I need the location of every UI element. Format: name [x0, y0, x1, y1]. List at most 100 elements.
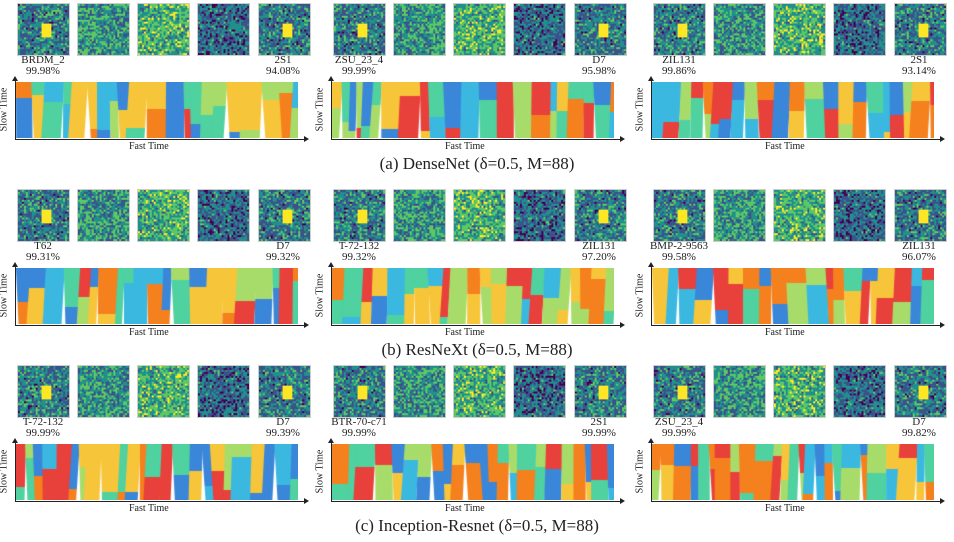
y-axis	[12, 262, 18, 326]
x-axis-label: Fast Time	[445, 503, 485, 514]
sar-image-thumbnail	[833, 3, 886, 56]
x-axis	[331, 136, 625, 142]
x-axis	[15, 498, 309, 504]
x-axis-label: Fast Time	[765, 141, 805, 152]
phase-heatmap	[332, 444, 614, 500]
y-axis	[328, 438, 334, 502]
x-axis	[651, 136, 945, 142]
y-axis-label: Slow Time	[314, 449, 326, 494]
confidence-value: 99.99%	[342, 427, 376, 439]
x-axis-label: Fast Time	[445, 327, 485, 338]
sar-image-thumbnail	[258, 3, 311, 56]
confidence-value: 99.58%	[662, 251, 696, 263]
x-axis-label: Fast Time	[129, 327, 169, 338]
sar-image-thumbnail	[333, 365, 386, 418]
phase-heatmap	[332, 82, 614, 138]
sar-image-thumbnail	[713, 3, 766, 56]
sar-image-thumbnail	[713, 365, 766, 418]
sar-image-thumbnail	[77, 365, 130, 418]
confidence-value: 99.98%	[26, 65, 60, 77]
phase-heatmap	[16, 444, 298, 500]
sar-image-thumbnail	[833, 189, 886, 242]
sar-image-thumbnail	[137, 189, 190, 242]
sar-image-thumbnail	[773, 189, 826, 242]
sar-image-thumbnail	[574, 365, 627, 418]
class-name: D7	[276, 416, 290, 428]
sar-image-thumbnail	[574, 189, 627, 242]
right-class-label: D7 99.32%	[252, 241, 314, 263]
sar-image-thumbnail	[77, 189, 130, 242]
class-name: D7	[912, 416, 926, 428]
right-class-label: D7 99.82%	[888, 417, 950, 439]
subfigure-panel: BRDM_2 99.98% 2S1 94.08% Slow Time Fast Time	[0, 0, 311, 160]
left-class-label: BMP-2-9563 99.58%	[648, 241, 710, 263]
left-class-label: ZSU_23_4 99.99%	[328, 55, 390, 77]
confidence-value: 99.99%	[582, 427, 616, 439]
sar-image-thumbnail	[453, 365, 506, 418]
sar-image-thumbnail	[894, 189, 947, 242]
sar-image-thumbnail	[137, 365, 190, 418]
confidence-value: 99.86%	[662, 65, 696, 77]
class-name: D7	[276, 240, 290, 252]
sar-image-thumbnail	[197, 3, 250, 56]
y-axis-label: Slow Time	[0, 449, 10, 494]
x-axis-label: Fast Time	[765, 503, 805, 514]
left-class-label: BTR-70-c71 99.99%	[328, 417, 390, 439]
right-class-label: 2S1 99.99%	[568, 417, 630, 439]
sar-image-thumbnail	[653, 189, 706, 242]
y-axis-label: Slow Time	[314, 273, 326, 318]
subfigure-panel: BMP-2-9563 99.58% ZIL131 96.07% Slow Time Fas…	[634, 186, 947, 346]
subfigure-panel: T62 99.31% D7 99.32% Slow Time Fast Time	[0, 186, 311, 346]
x-axis-label: Fast Time	[445, 141, 485, 152]
sar-image-thumbnail	[17, 189, 70, 242]
sar-image-thumbnail	[258, 189, 311, 242]
subfigure-caption: (c) Inception-Resnet (δ=0.5, M=88)	[355, 516, 599, 535]
y-axis	[328, 262, 334, 326]
confidence-value: 99.32%	[266, 251, 300, 263]
phase-heatmap	[332, 268, 614, 324]
sar-image-thumbnail	[393, 365, 446, 418]
confidence-value: 94.08%	[266, 65, 300, 77]
subfigure-panel: ZSU_23_4 99.99% D7 99.82% Slow Time Fast Time	[634, 362, 947, 522]
sar-image-thumbnail	[773, 3, 826, 56]
y-axis-label: Slow Time	[0, 87, 10, 132]
class-name: T62	[34, 240, 52, 252]
x-axis-label: Fast Time	[129, 503, 169, 514]
x-axis	[651, 322, 945, 328]
x-axis	[15, 322, 309, 328]
figure-row: T-72-132 99.99% D7 99.39% Slow Time Fast Time…	[0, 362, 954, 542]
sar-image-thumbnail	[894, 365, 947, 418]
x-axis	[15, 136, 309, 142]
y-axis-label: Slow Time	[634, 87, 646, 132]
sar-image-thumbnail	[393, 189, 446, 242]
y-axis-label: Slow Time	[314, 87, 326, 132]
y-axis	[648, 262, 654, 326]
sar-image-thumbnail	[453, 189, 506, 242]
subfigure-panel: BTR-70-c71 99.99% 2S1 99.99% Slow Time Fast T…	[314, 362, 627, 522]
subfigure-caption: (a) DenseNet (δ=0.5, M=88)	[379, 154, 575, 173]
class-name: T-72-132	[22, 416, 64, 428]
sar-image-thumbnail	[77, 3, 130, 56]
confidence-value: 99.31%	[26, 251, 60, 263]
class-name: BRDM_2	[21, 54, 65, 66]
sar-image-thumbnail	[17, 365, 70, 418]
sar-image-thumbnail	[653, 365, 706, 418]
confidence-value: 99.99%	[26, 427, 60, 439]
x-axis	[651, 498, 945, 504]
subfigure-panel: T-72-132 99.32% ZIL131 97.20% Slow Time Fast …	[314, 186, 627, 346]
class-name: 2S1	[590, 416, 608, 428]
class-name: 2S1	[274, 54, 292, 66]
class-name: ZIL131	[902, 240, 936, 252]
y-axis	[328, 76, 334, 140]
class-name: BMP-2-9563	[649, 240, 709, 252]
class-name: ZIL131	[662, 54, 696, 66]
right-class-label: 2S1 94.08%	[252, 55, 314, 77]
subfigure-panel: ZIL131 99.86% 2S1 93.14% Slow Time Fast Time	[634, 0, 947, 160]
confidence-value: 99.39%	[266, 427, 300, 439]
sar-image-thumbnail	[137, 3, 190, 56]
left-class-label: ZSU_23_4 99.99%	[648, 417, 710, 439]
class-name: ZSU_23_4	[334, 54, 384, 66]
subfigure-caption: (b) ResNeXt (δ=0.5, M=88)	[381, 340, 573, 359]
subfigure-panel: ZSU_23_4 99.99% D7 95.98% Slow Time Fast Time	[314, 0, 627, 160]
sar-image-thumbnail	[333, 189, 386, 242]
